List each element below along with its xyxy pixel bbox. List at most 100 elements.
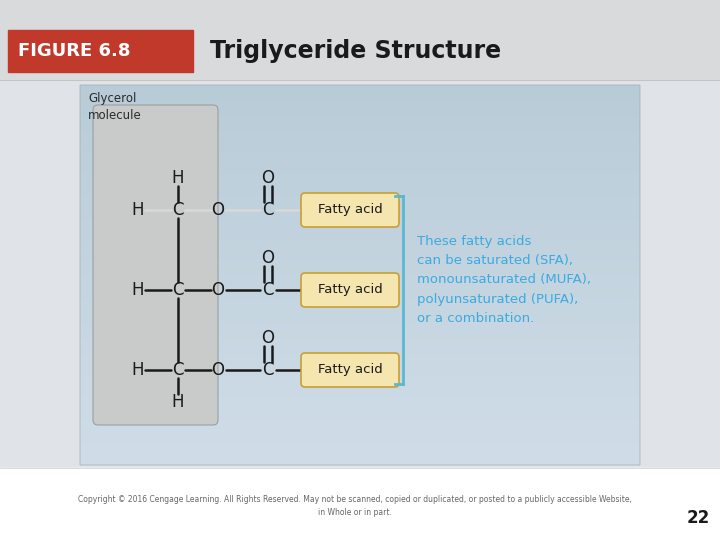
Bar (80, 176, 640, 177)
Bar (80, 123, 640, 124)
Bar (80, 325, 640, 326)
Bar (80, 203, 640, 204)
Bar (80, 206, 640, 207)
Bar (80, 372, 640, 373)
Text: O: O (261, 249, 274, 267)
Bar (80, 232, 640, 233)
Bar (80, 240, 640, 241)
Bar (80, 355, 640, 356)
Bar (80, 378, 640, 379)
Bar (80, 119, 640, 120)
Bar (80, 411, 640, 412)
Bar (80, 129, 640, 130)
Bar (80, 112, 640, 113)
Bar (80, 251, 640, 252)
Bar (80, 109, 640, 110)
Bar (80, 462, 640, 463)
Text: C: C (262, 281, 274, 299)
Bar (80, 404, 640, 405)
Bar (80, 280, 640, 281)
Bar (80, 90, 640, 91)
Bar (80, 398, 640, 399)
Bar (80, 309, 640, 310)
Bar (80, 113, 640, 114)
Bar (80, 362, 640, 363)
Bar (80, 334, 640, 335)
Bar (80, 194, 640, 195)
Bar (80, 427, 640, 428)
Bar (80, 336, 640, 337)
Bar (0, 0, 720, 80)
Bar (80, 242, 640, 243)
Bar (80, 293, 640, 294)
Bar (80, 360, 640, 361)
Bar (80, 373, 640, 374)
Bar (80, 312, 640, 313)
Bar (80, 422, 640, 423)
Bar (80, 330, 640, 331)
Bar (80, 153, 640, 154)
Text: O: O (261, 169, 274, 187)
Bar (80, 296, 640, 297)
Text: Fatty acid: Fatty acid (318, 204, 382, 217)
Bar (80, 175, 640, 176)
Bar (80, 461, 640, 462)
Bar (80, 381, 640, 382)
Text: C: C (262, 201, 274, 219)
FancyBboxPatch shape (301, 353, 399, 387)
Bar (80, 301, 640, 302)
Bar (80, 212, 640, 213)
Bar (80, 385, 640, 386)
Bar (80, 172, 640, 173)
Bar (80, 288, 640, 289)
Bar (80, 151, 640, 152)
Bar (80, 426, 640, 427)
Bar (80, 416, 640, 417)
Bar (80, 92, 640, 93)
Bar (80, 199, 640, 200)
Bar (80, 315, 640, 316)
Bar (80, 250, 640, 251)
Bar (80, 299, 640, 300)
Bar (80, 114, 640, 115)
Bar (80, 356, 640, 357)
Bar (80, 93, 640, 94)
Bar (80, 365, 640, 366)
Bar (80, 234, 640, 235)
Bar (80, 187, 640, 188)
Bar (80, 136, 640, 137)
Bar (80, 141, 640, 142)
Bar (80, 217, 640, 218)
Bar (80, 278, 640, 279)
Bar (80, 304, 640, 305)
Bar (80, 397, 640, 398)
Bar (80, 406, 640, 407)
Text: C: C (172, 361, 184, 379)
Bar (80, 329, 640, 330)
Bar (80, 185, 640, 186)
Bar (80, 162, 640, 163)
Bar (80, 108, 640, 109)
Bar (80, 104, 640, 105)
Bar (80, 155, 640, 156)
Bar (80, 99, 640, 100)
Bar (80, 154, 640, 155)
Bar (80, 359, 640, 360)
Bar (80, 434, 640, 435)
Bar (80, 88, 640, 89)
Bar (80, 181, 640, 182)
Bar (80, 344, 640, 345)
Bar (80, 369, 640, 370)
Text: Glycerol
molecule: Glycerol molecule (88, 92, 142, 122)
Bar (80, 305, 640, 306)
Bar (80, 370, 640, 371)
Bar (0, 468, 720, 540)
Text: H: H (172, 169, 184, 187)
Bar (80, 300, 640, 301)
Bar (80, 382, 640, 383)
Bar (80, 148, 640, 149)
Bar (80, 89, 640, 90)
Bar (80, 116, 640, 117)
Bar (80, 456, 640, 457)
Bar (80, 418, 640, 419)
